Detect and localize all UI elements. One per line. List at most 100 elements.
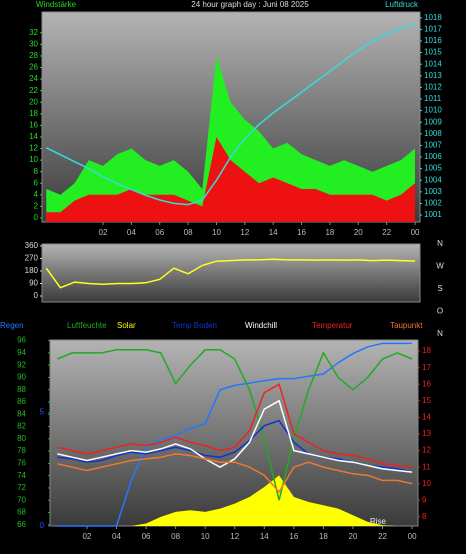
y-tick-label: 90	[17, 373, 26, 382]
y-tick-label: 22	[29, 86, 38, 95]
y-tick-label: 90	[29, 279, 38, 288]
y2-tick-label: 12	[422, 446, 431, 455]
x-tick-label: 16	[289, 532, 298, 541]
y-tick-label: 96	[17, 336, 26, 345]
x-tick-label: 06	[155, 228, 164, 237]
x-tick-label: 04	[127, 228, 136, 237]
y-tick-label: 0	[34, 213, 39, 222]
y2-tick-label: 1008	[424, 129, 442, 138]
y-tick-label: 18	[29, 109, 38, 118]
y-tick-label: 72	[17, 483, 26, 492]
legend-entry: Temperatur	[312, 321, 353, 330]
y-tick-label: 94	[17, 348, 26, 357]
series-line	[57, 383, 413, 468]
direction-label: O	[437, 307, 443, 316]
plot-area	[49, 339, 419, 527]
y-tick-label: 84	[17, 409, 26, 418]
x-tick-label: 22	[378, 532, 387, 541]
legend-entry: Taupunkt	[390, 321, 423, 330]
y-tick-label: 6	[34, 178, 39, 187]
y3-tick-label: 0	[40, 521, 45, 530]
y-tick-label: 32	[29, 28, 38, 37]
series-line	[57, 399, 413, 473]
y2-tick-label: 1003	[424, 187, 442, 196]
y2-tick-label: 15	[422, 396, 431, 405]
x-tick-label: 10	[201, 532, 210, 541]
y-tick-label: 2	[34, 201, 39, 210]
y2-tick-label: 1006	[424, 152, 442, 161]
y3-tick-label: 5	[40, 408, 45, 417]
direction-label: S	[437, 284, 442, 293]
y-tick-label: 78	[17, 446, 26, 455]
direction-label: N	[437, 329, 443, 338]
series-line	[57, 342, 413, 527]
y2-tick-label: 1010	[424, 106, 442, 115]
y-tick-label: 76	[17, 458, 26, 467]
y-tick-label: 82	[17, 422, 26, 431]
y2-tick-label: 1018	[424, 13, 442, 22]
y-tick-label: 88	[17, 385, 26, 394]
x-tick-label: 00	[411, 228, 420, 237]
plot-area	[41, 243, 421, 303]
y2-tick-label: 1017	[424, 25, 442, 34]
y-tick-label: 68	[17, 508, 26, 517]
x-tick-label: 14	[269, 228, 278, 237]
y2-tick-label: 10	[422, 479, 431, 488]
y-tick-label: 0	[34, 291, 39, 300]
y-tick-label: 180	[25, 266, 39, 275]
y-tick-label: 20	[29, 97, 38, 106]
y2-tick-label: 18	[422, 346, 431, 355]
x-tick-label: 12	[230, 532, 239, 541]
y-tick-label: 16	[29, 120, 38, 129]
x-tick-label: 00	[408, 532, 417, 541]
series-area	[46, 137, 416, 222]
y-tick-label: 26	[29, 63, 38, 72]
x-tick-label: 06	[142, 532, 151, 541]
direction-label: W	[436, 262, 444, 271]
y-tick-label: 14	[29, 132, 38, 141]
y2-tick-label: 1016	[424, 36, 442, 45]
x-tick-label: 02	[99, 228, 108, 237]
x-tick-label: 12	[240, 228, 249, 237]
legend-entry: Solar	[117, 321, 136, 330]
y-tick-label: 10	[29, 155, 38, 164]
y-tick-label: 12	[29, 144, 38, 153]
series-line	[57, 349, 413, 501]
y-tick-label: 270	[25, 254, 39, 263]
y-tick-label: 74	[17, 471, 26, 480]
x-tick-label: 20	[349, 532, 358, 541]
y-tick-label: 30	[29, 40, 38, 49]
y2-tick-label: 13	[422, 429, 431, 438]
x-tick-label: 16	[297, 228, 306, 237]
legend-entry: Luftfeuchte	[67, 321, 107, 330]
rise-label: Rise	[370, 517, 387, 526]
y2-axis-label: Luftdruck	[385, 0, 419, 9]
y-tick-label: 70	[17, 495, 26, 504]
y2-tick-label: 1001	[424, 210, 442, 219]
x-tick-label: 14	[260, 532, 269, 541]
y2-tick-label: 16	[422, 379, 431, 388]
y2-tick-label: 1005	[424, 164, 442, 173]
y-tick-label: 92	[17, 360, 26, 369]
y2-tick-label: 1002	[424, 199, 442, 208]
y-tick-label: 28	[29, 51, 38, 60]
y2-tick-label: 17	[422, 363, 431, 372]
y2-tick-label: 1014	[424, 59, 442, 68]
x-tick-label: 08	[184, 228, 193, 237]
x-tick-label: 20	[354, 228, 363, 237]
y-axis-label: Windstärke	[36, 0, 77, 9]
series-line	[45, 258, 416, 289]
y2-tick-label: 1015	[424, 48, 442, 57]
series-area	[57, 475, 413, 526]
y2-tick-label: 9	[422, 495, 427, 504]
legend-entry: Windchill	[245, 321, 277, 330]
series-line	[57, 453, 413, 494]
y2-tick-label: 1013	[424, 71, 442, 80]
series-area	[46, 56, 416, 222]
y2-tick-label: 1007	[424, 141, 442, 150]
x-tick-label: 18	[325, 228, 334, 237]
y-tick-label: 8	[34, 167, 39, 176]
y2-tick-label: 1009	[424, 117, 442, 126]
y2-tick-label: 8	[422, 512, 427, 521]
